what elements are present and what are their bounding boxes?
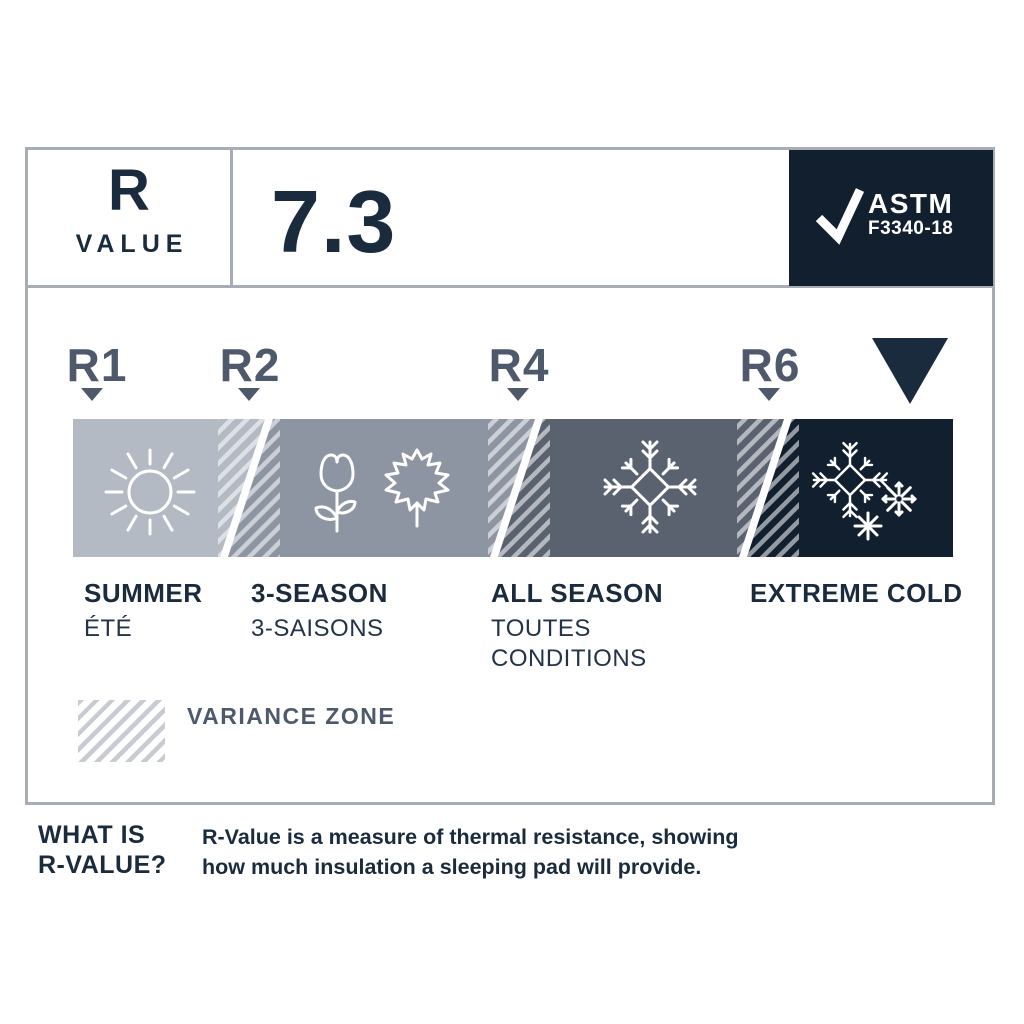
marker-r4: R4: [488, 339, 550, 391]
label-3season: 3-SEASON 3-SAISONS: [251, 578, 388, 642]
variance-zone-3: [737, 419, 799, 557]
marker-r6: R6: [739, 339, 801, 391]
variance-zone-label: VARIANCE ZONE: [187, 703, 396, 729]
r-value-title: R VALUE: [28, 162, 230, 259]
label-summer: SUMMER ÉTÉ: [84, 578, 203, 642]
check-icon: [815, 188, 865, 245]
r-value-number: 7.3: [271, 172, 397, 271]
variance-zone-1: [218, 419, 280, 557]
marker-tick-icon: [758, 388, 780, 401]
value-word: VALUE: [75, 230, 189, 258]
segment-3season: [280, 419, 488, 557]
segment-extreme-cold: [799, 419, 953, 557]
marker-tick-icon: [81, 388, 103, 401]
label-extreme-cold: EXTREME COLD: [750, 578, 963, 608]
variance-zone-2: [488, 419, 550, 557]
segment-allseason: [550, 419, 737, 557]
marker-r1: R1: [66, 339, 128, 391]
astm-label: ASTM: [868, 188, 954, 219]
maple-leaf-icon: [384, 448, 450, 528]
r-value-scale-bar: [73, 419, 953, 557]
tulip-icon: [314, 453, 357, 533]
header-cell-divider: [230, 147, 233, 288]
snowflake-icon: [603, 440, 697, 534]
astm-standard: F3340-18: [868, 218, 954, 239]
segment-summer: [73, 419, 218, 557]
marker-tick-icon: [238, 388, 260, 401]
indicator-triangle: [872, 338, 948, 404]
footer-question: WHAT IS R-VALUE?: [38, 821, 167, 879]
marker-tick-icon: [507, 388, 529, 401]
header-divider: [25, 285, 995, 288]
footer-explanation: R-Value is a measure of thermal resistan…: [202, 825, 739, 879]
sun-icon: [104, 448, 196, 536]
r-letter: R: [108, 158, 150, 223]
marker-r2: R2: [219, 339, 281, 391]
hatch-swatch: [78, 700, 165, 762]
astm-badge: ASTM F3340-18: [789, 150, 993, 286]
label-allseason: ALL SEASON TOUTES CONDITIONS: [491, 578, 664, 672]
snowflakes-icon: [811, 441, 917, 541]
